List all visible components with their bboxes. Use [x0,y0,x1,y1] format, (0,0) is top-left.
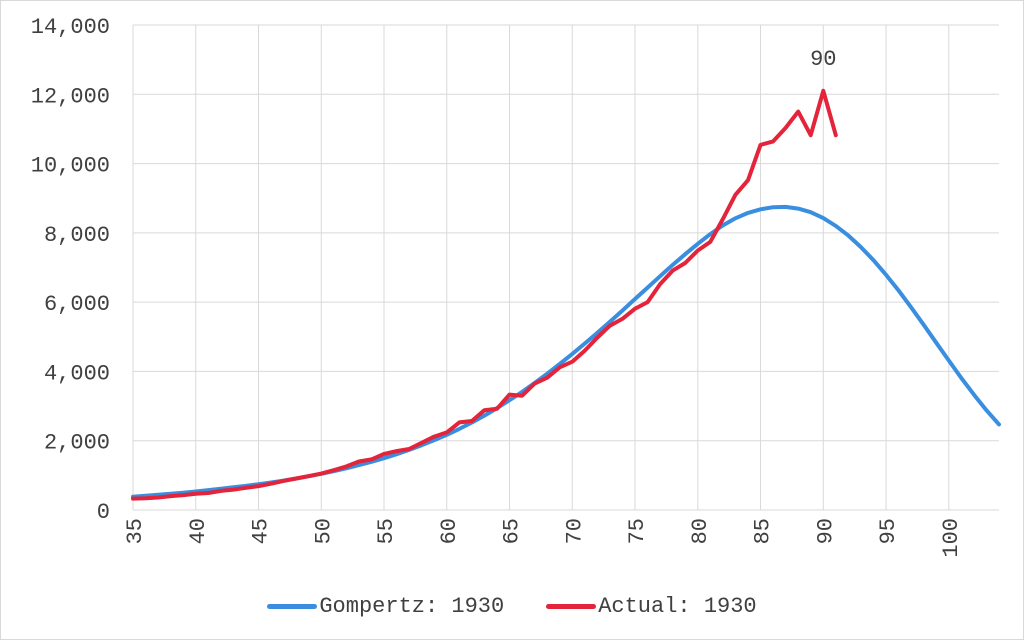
data-label-annotation: 90 [810,47,836,72]
x-tick-label: 75 [625,518,650,544]
y-axis-ticks: 0 2,000 4,000 6,000 8,000 10,000 12,000 14,000 [31,15,110,525]
y-tick-label: 0 [97,500,110,525]
y-tick-label: 4,000 [44,361,110,386]
x-tick-label: 65 [500,518,525,544]
legend-label-gompertz: Gompertz: 1930 [319,593,505,619]
gridlines [132,24,999,511]
x-tick-label: 60 [437,518,462,544]
x-tick-label: 55 [374,518,399,544]
legend-item-actual: Actual: 1930 [546,593,757,619]
legend-item-gompertz: Gompertz: 1930 [267,594,504,619]
y-tick-label: 10,000 [31,154,110,179]
x-tick-label: 100 [939,518,964,558]
series-lines [131,88,1001,501]
y-tick-label: 14,000 [31,15,110,40]
x-tick-label: 35 [123,518,148,544]
x-tick-label: 80 [688,518,713,544]
x-tick-label: 70 [562,518,587,544]
series-line-gompertz [131,204,1001,499]
x-tick-label: 90 [813,518,838,544]
y-tick-label: 6,000 [44,292,110,317]
y-tick-label: 12,000 [31,84,110,109]
legend: Gompertz: 1930 Actual: 1930 [0,589,1024,623]
y-tick-label: 2,000 [44,431,110,456]
legend-swatch-actual [546,603,597,609]
y-tick-label: 8,000 [44,223,110,248]
x-axis-ticks: 35 40 45 50 55 60 65 70 75 80 85 90 95 100 [123,518,964,558]
x-tick-label: 45 [249,518,274,544]
x-tick-label: 85 [751,518,776,544]
x-tick-label: 40 [186,518,211,544]
legend-swatch-gompertz [267,603,318,609]
series-line-actual [131,88,838,501]
legend-label-actual: Actual: 1930 [598,593,757,619]
x-tick-label: 50 [311,518,336,544]
x-tick-label: 95 [876,518,901,544]
annotations: 90 [810,47,836,72]
